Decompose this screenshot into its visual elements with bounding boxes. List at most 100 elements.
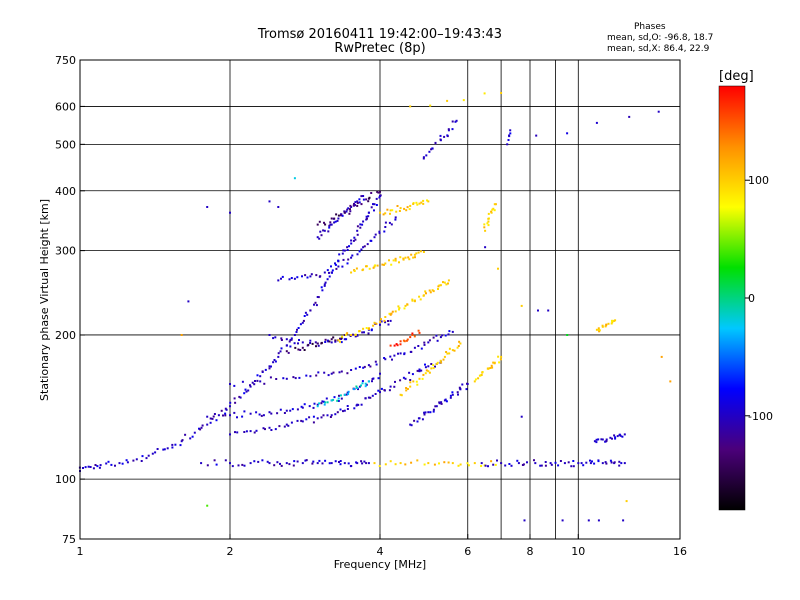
trace-point	[287, 424, 290, 427]
phase-legend-title: Phases	[634, 22, 666, 32]
trace-point	[618, 433, 621, 436]
trace-point	[397, 352, 399, 355]
trace-point	[447, 282, 449, 285]
trace-point	[340, 341, 343, 344]
chart-axes: 1 2 4 6 8 10 16 75 100 200 300 400 500 600 750	[55, 54, 687, 558]
trace-point	[375, 197, 378, 200]
trace-point	[418, 417, 421, 420]
trace-point	[356, 334, 359, 337]
trace-point	[451, 349, 454, 352]
trace-point	[383, 263, 385, 266]
trace-point	[335, 213, 338, 216]
trace-point	[500, 92, 503, 94]
trace-point	[162, 448, 165, 451]
trace-point	[301, 346, 304, 349]
trace-point	[384, 463, 387, 466]
trace-point	[331, 269, 334, 272]
trace-point	[314, 301, 317, 304]
trace-point	[398, 308, 400, 311]
trace-point	[362, 246, 365, 249]
trace-point	[255, 411, 258, 414]
trace-point	[484, 229, 487, 232]
trace-point	[338, 371, 341, 374]
trace-point	[416, 369, 419, 372]
trace-point	[193, 431, 196, 434]
trace-point	[413, 346, 416, 349]
trace-point	[368, 267, 371, 270]
trace-point	[353, 388, 355, 391]
trace-point	[372, 377, 375, 380]
scatter-point	[293, 177, 296, 180]
trace-point	[328, 224, 331, 227]
trace-point	[307, 343, 310, 346]
trace-point	[353, 407, 356, 410]
trace-point	[418, 331, 421, 334]
trace-point	[365, 383, 368, 386]
trace-point	[412, 203, 415, 205]
trace-point	[415, 380, 418, 383]
trace-point	[320, 416, 323, 419]
trace-point	[425, 292, 427, 295]
trace-point	[191, 435, 194, 438]
trace-point	[416, 420, 419, 423]
trace-point	[415, 252, 418, 255]
trace-point	[303, 315, 306, 317]
trace-point	[376, 190, 379, 193]
trace-point	[330, 223, 333, 226]
trace-point	[481, 371, 484, 373]
trace-point	[347, 462, 350, 465]
trace-point	[213, 459, 216, 462]
trace-point	[341, 265, 344, 268]
trace-point	[229, 405, 231, 408]
trace-point	[451, 330, 454, 333]
trace-point	[394, 216, 397, 219]
trace-point	[280, 464, 283, 467]
scatter-point	[622, 519, 625, 522]
trace-point	[544, 461, 547, 463]
trace-point	[361, 223, 364, 226]
trace-point	[439, 336, 442, 339]
scatter-point	[229, 211, 231, 214]
trace-point	[426, 199, 428, 202]
trace-point	[222, 414, 224, 417]
trace-point	[281, 275, 284, 278]
trace-point	[229, 462, 231, 465]
trace-point	[444, 398, 447, 401]
trace-point	[316, 296, 319, 298]
trace-point	[356, 253, 359, 256]
trace-point	[306, 313, 309, 316]
trace-point	[326, 278, 329, 281]
trace-point	[473, 462, 476, 465]
trace-point	[304, 311, 307, 314]
trace-point	[358, 366, 361, 368]
trace-point	[447, 333, 450, 336]
trace-point	[321, 462, 324, 465]
trace-point	[327, 374, 330, 377]
trace-point	[398, 210, 401, 212]
trace-point	[371, 394, 374, 397]
trace-point	[249, 430, 252, 433]
trace-point	[389, 344, 392, 347]
trace-point	[234, 431, 236, 434]
trace-point	[350, 271, 353, 274]
trace-point	[224, 459, 227, 462]
trace-point	[344, 333, 347, 336]
trace-point	[368, 196, 371, 199]
trace-point	[364, 385, 367, 388]
trace-point	[320, 342, 323, 345]
trace-point	[356, 202, 359, 204]
trace-point	[336, 219, 339, 222]
trace-point	[330, 265, 332, 268]
trace-point	[338, 461, 340, 463]
trace-point	[261, 370, 264, 373]
trace-point	[367, 462, 370, 465]
trace-point	[350, 242, 353, 245]
trace-point	[428, 289, 431, 292]
trace-point	[364, 397, 367, 400]
trace-point	[361, 462, 364, 465]
trace-point	[280, 337, 283, 340]
trace-point	[411, 332, 414, 335]
trace-point	[350, 239, 353, 242]
trace-point	[355, 461, 358, 464]
trace-point	[604, 440, 607, 443]
